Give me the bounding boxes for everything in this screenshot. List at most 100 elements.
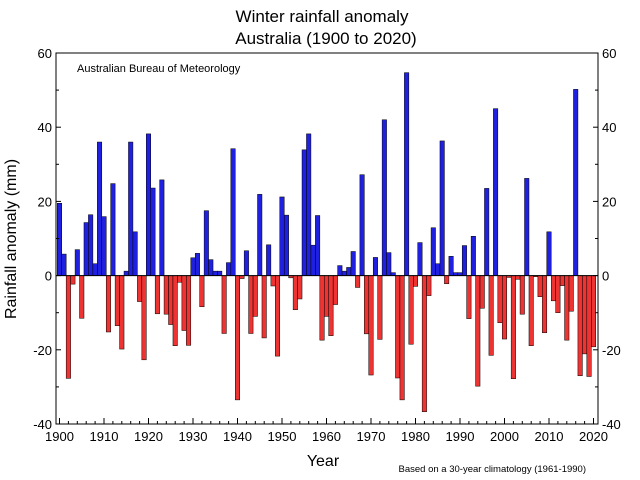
bar-1956 — [306, 133, 312, 276]
bar-2009 — [542, 275, 548, 333]
bar-1964 — [341, 270, 347, 276]
bar-2011 — [550, 275, 556, 302]
bar-1939 — [230, 148, 236, 276]
x-tick-label: 1930 — [179, 429, 208, 444]
x-tick-label: 2000 — [490, 429, 519, 444]
bar-2020 — [591, 275, 596, 348]
bar-1915 — [123, 270, 129, 276]
bar-1928 — [181, 275, 187, 331]
bar-1918 — [137, 275, 143, 302]
bar-1922 — [154, 275, 160, 315]
bar-1970 — [368, 275, 374, 376]
bar-1937 — [221, 275, 227, 334]
bar-1913 — [114, 275, 120, 326]
bar-1972 — [377, 275, 383, 340]
y-tick-label-right: -20 — [602, 343, 621, 358]
bar-1923 — [159, 179, 165, 276]
bar-1905 — [79, 275, 85, 319]
bar-1943 — [248, 275, 254, 334]
bar-1986 — [439, 140, 445, 276]
y-tick-label-right: 20 — [602, 194, 616, 209]
bar-2004 — [519, 275, 525, 315]
bar-1926 — [172, 275, 178, 346]
bar-1945 — [257, 194, 263, 276]
bar-1982 — [421, 275, 427, 413]
bars-group — [57, 72, 596, 413]
bar-1924 — [163, 275, 169, 315]
x-tick-label: 1990 — [446, 429, 475, 444]
bar-1987 — [444, 275, 450, 285]
bar-1954 — [297, 275, 303, 300]
bar-1985 — [435, 263, 441, 276]
bar-1991 — [461, 245, 467, 276]
bar-1996 — [484, 188, 490, 276]
bar-1929 — [186, 275, 192, 346]
bar-2006 — [528, 275, 534, 346]
bar-1977 — [399, 275, 405, 401]
bar-1921 — [150, 187, 156, 276]
bar-1961 — [328, 275, 334, 336]
y-tick-label-left: 60 — [38, 46, 52, 61]
footnote-label: Based on a 30-year climatology (1961-199… — [399, 464, 586, 475]
y-tick-label-left: -40 — [33, 417, 52, 432]
bar-2002 — [510, 275, 516, 379]
bar-2019 — [586, 275, 592, 377]
y-tick-label-right: 60 — [602, 46, 616, 61]
bar-1946 — [261, 275, 267, 339]
y-tick-label-right: -40 — [602, 417, 621, 432]
bar-1948 — [270, 275, 276, 287]
y-axis-label: Rainfall anomaly (mm) — [3, 159, 20, 319]
bar-1947 — [266, 244, 272, 276]
bar-1934 — [208, 259, 214, 276]
bar-2018 — [582, 275, 588, 355]
x-axis-label: Year — [307, 453, 340, 470]
bar-1995 — [479, 275, 485, 309]
bar-1994 — [475, 275, 481, 387]
bar-1962 — [332, 275, 338, 305]
bar-1938 — [226, 262, 232, 276]
bar-1997 — [488, 275, 494, 356]
bar-1942 — [243, 250, 249, 276]
bar-2017 — [577, 275, 583, 377]
bar-1902 — [65, 275, 71, 379]
y-tick-label-left: -20 — [33, 343, 52, 358]
bar-1980 — [413, 275, 418, 287]
x-tick-label: 1940 — [223, 429, 252, 444]
y-tick-label-left: 20 — [38, 194, 52, 209]
bar-1904 — [74, 249, 80, 276]
bar-2008 — [537, 275, 543, 298]
bar-1916 — [128, 141, 134, 276]
bar-1909 — [97, 141, 103, 276]
bar-1965 — [346, 267, 352, 276]
bar-1931 — [194, 253, 200, 276]
chart-subtitle: Australia (1900 to 2020) — [235, 29, 416, 48]
bar-1969 — [364, 275, 370, 335]
bar-1981 — [417, 242, 423, 276]
bar-2005 — [524, 178, 530, 276]
bar-1908 — [92, 263, 98, 276]
x-tick-label: 2010 — [535, 429, 564, 444]
bar-1979 — [408, 275, 414, 345]
bar-1914 — [119, 275, 125, 350]
x-tick-label: 1970 — [357, 429, 386, 444]
x-tick-label: 1950 — [268, 429, 297, 444]
bar-2013 — [559, 275, 565, 286]
bar-2000 — [502, 275, 507, 340]
bar-1968 — [359, 174, 365, 276]
bar-1900 — [57, 203, 62, 276]
bar-1958 — [315, 215, 321, 276]
bar-2003 — [515, 275, 521, 280]
bar-1917 — [132, 231, 138, 276]
bar-2012 — [555, 275, 561, 313]
bar-1940 — [235, 275, 240, 401]
bar-1950 — [279, 196, 285, 276]
y-tick-label-left: 40 — [38, 120, 52, 135]
bar-1983 — [426, 275, 432, 296]
bar-1903 — [70, 275, 76, 285]
bar-1988 — [448, 256, 454, 276]
bar-1998 — [493, 108, 499, 276]
bar-1967 — [355, 275, 361, 288]
bar-1978 — [404, 72, 410, 276]
